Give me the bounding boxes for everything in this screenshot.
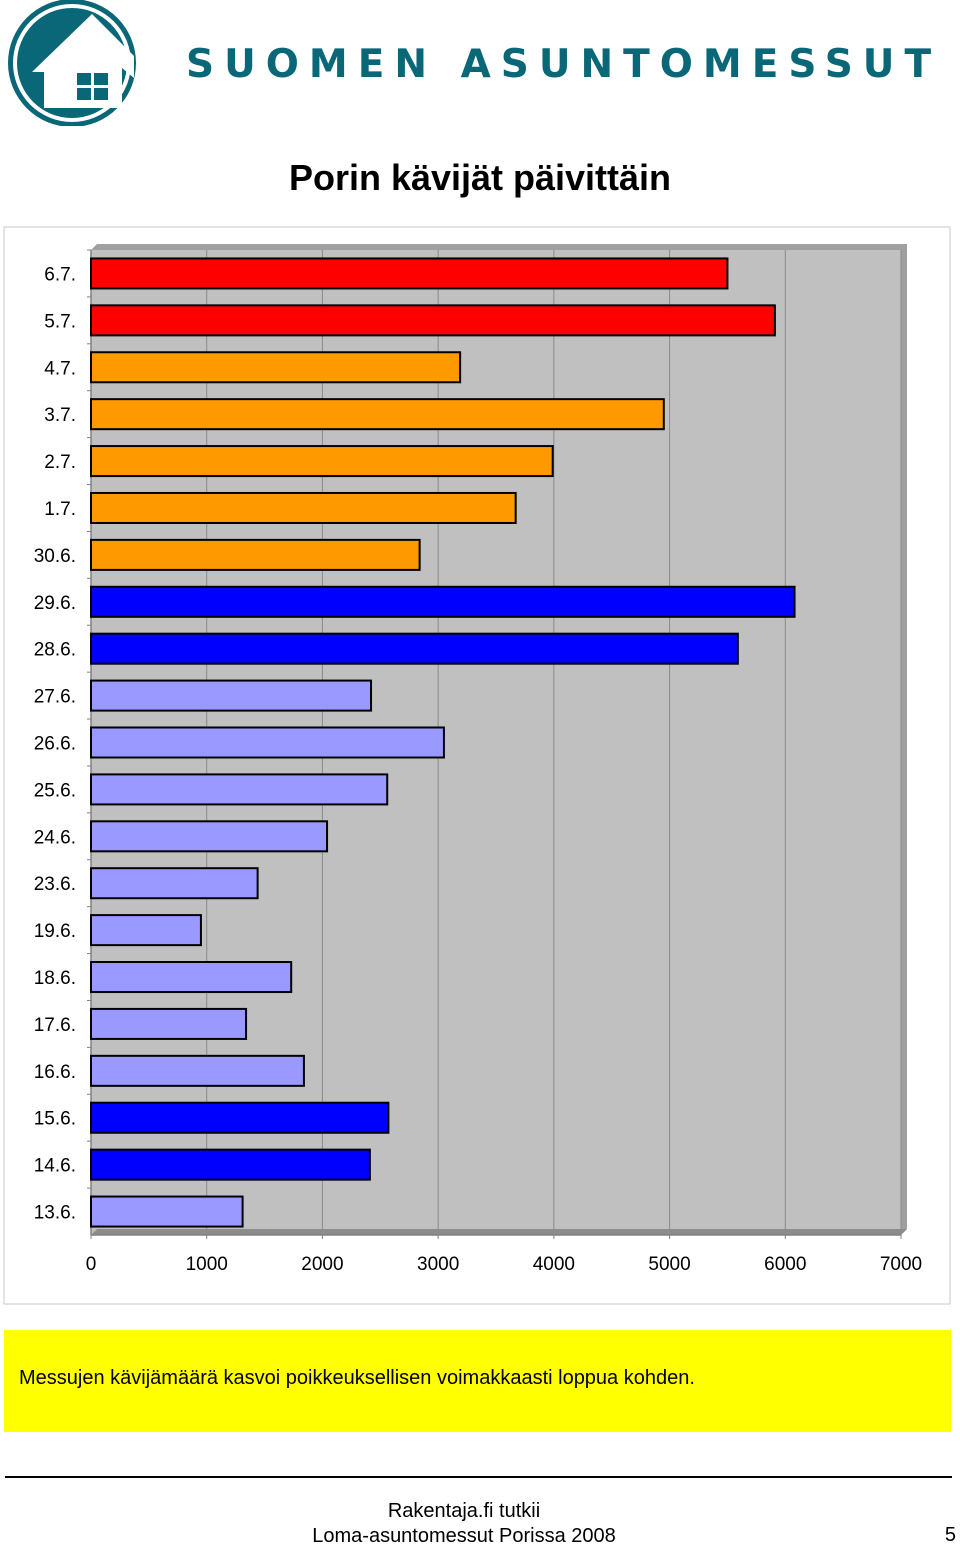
bar	[90, 726, 445, 759]
bar	[90, 538, 421, 571]
y-tick-label: 19.6.	[34, 921, 76, 942]
y-tick-label: 15.6.	[34, 1109, 76, 1130]
bar	[90, 257, 729, 290]
y-tick-label: 14.6.	[34, 1156, 76, 1177]
bar	[90, 632, 739, 665]
bar	[90, 1148, 371, 1181]
y-tick-label: 26.6.	[34, 734, 76, 755]
x-tick-label: 7000	[880, 1254, 922, 1275]
bar	[90, 1195, 244, 1228]
bar	[90, 867, 259, 900]
footer-divider	[5, 1476, 952, 1478]
y-tick-label: 13.6.	[34, 1203, 76, 1224]
y-tick-label: 3.7.	[44, 405, 76, 426]
y-tick-label: 4.7.	[44, 358, 76, 379]
x-tick-label: 3000	[417, 1254, 459, 1275]
house-logo-icon	[8, 0, 136, 126]
plot-floor	[91, 1229, 907, 1235]
bar	[90, 351, 462, 384]
footer-line-2: Loma-asuntomessut Porissa 2008	[312, 1525, 616, 1547]
y-tick-label: 25.6.	[34, 780, 76, 801]
y-tick-label: 23.6.	[34, 874, 76, 895]
footer-line-1: Rakentaja.fi tutkii	[387, 1500, 541, 1522]
y-tick-label: 1.7.	[44, 499, 76, 520]
y-tick-label: 24.6.	[34, 827, 76, 848]
bar	[90, 820, 329, 853]
page-title: Porin kävijät päivittäin	[288, 157, 672, 198]
page-number: 5	[944, 1524, 956, 1546]
bar	[90, 961, 293, 994]
bar	[90, 1007, 248, 1040]
x-tick-label: 2000	[301, 1254, 343, 1275]
brand-name: SUOMEN ASUNTOMESSUT	[186, 42, 942, 87]
bar	[90, 1054, 305, 1087]
bar	[90, 304, 776, 337]
bar	[90, 679, 373, 712]
y-tick-label: 2.7.	[44, 452, 76, 473]
bar	[90, 585, 796, 618]
y-tick-label: 27.6.	[34, 687, 76, 708]
y-tick-label: 18.6.	[34, 968, 76, 989]
y-tick-label: 28.6.	[34, 640, 76, 661]
y-tick-label: 6.7.	[44, 264, 76, 285]
plot-wall-edge	[91, 244, 907, 1235]
y-tick-label: 16.6.	[34, 1062, 76, 1083]
bar	[90, 445, 554, 478]
y-tick-label: 17.6.	[34, 1015, 76, 1036]
callout-box: Messujen kävijämäärä kasvoi poikkeuksell…	[4, 1330, 951, 1432]
y-tick-label: 30.6.	[34, 546, 76, 567]
bar	[90, 491, 517, 524]
x-tick-label: 1000	[186, 1254, 228, 1275]
y-tick-label: 5.7.	[44, 311, 76, 332]
bar	[90, 1101, 390, 1134]
x-tick-label: 4000	[533, 1254, 575, 1275]
x-tick-label: 6000	[764, 1254, 806, 1275]
callout-text: Messujen kävijämäärä kasvoi poikkeuksell…	[19, 1367, 695, 1389]
x-tick-label: 0	[86, 1254, 97, 1275]
plot-area	[91, 250, 901, 1235]
bar	[90, 914, 202, 947]
y-tick-label: 29.6.	[34, 593, 76, 614]
x-tick-label: 5000	[648, 1254, 690, 1275]
chart-frame	[3, 226, 951, 1305]
bar	[90, 398, 665, 431]
bar	[90, 773, 389, 806]
